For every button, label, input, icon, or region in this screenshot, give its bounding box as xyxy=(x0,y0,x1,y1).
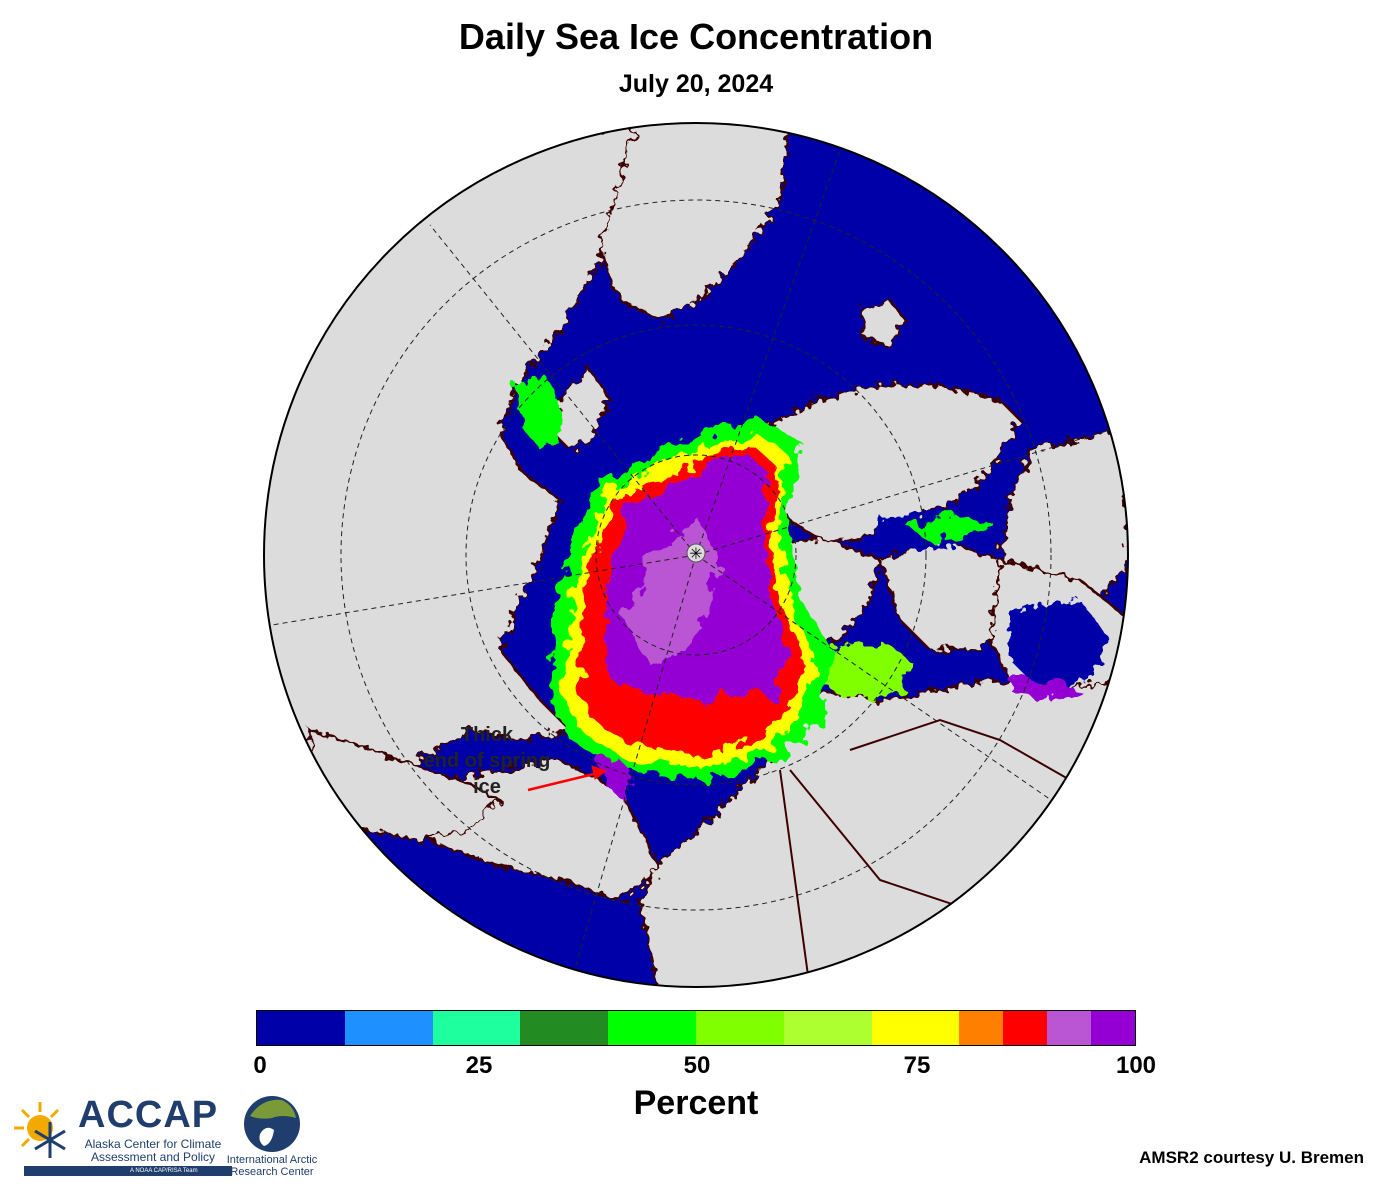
colorbar-tick: 75 xyxy=(903,1052,931,1079)
accap-bar xyxy=(24,1166,232,1176)
colorbar-bin xyxy=(520,1011,609,1045)
colorbar-bin xyxy=(344,1011,433,1045)
colorbar-bin xyxy=(432,1011,521,1045)
accap-logo: ACCAP Alaska Center for Climate Assessme… xyxy=(10,1094,232,1178)
colorbar-bin xyxy=(1091,1011,1135,1045)
annotation-line: end of spring xyxy=(423,750,551,772)
iarc-logo: International Arctic Research Center xyxy=(222,1094,318,1182)
colorbar-tick: 100 xyxy=(1115,1052,1157,1079)
colorbar-bin xyxy=(871,1011,960,1045)
iarc-name: International Arctic Research Center xyxy=(226,1154,318,1178)
map-frame xyxy=(263,122,1129,988)
sun-snowflake-icon xyxy=(14,1102,66,1158)
accap-name: ACCAP xyxy=(78,1094,219,1136)
land-scandinavia xyxy=(598,123,792,322)
colorbar-tick: 0 xyxy=(253,1052,267,1079)
colorbar-tick: 50 xyxy=(683,1052,711,1079)
accap-subtitle: Alaska Center for Climate Assessment and… xyxy=(84,1137,222,1164)
map-date: July 20, 2024 xyxy=(618,70,774,98)
pole-marker-icon: ✳ xyxy=(689,544,702,563)
colorbar-tick: 25 xyxy=(465,1052,493,1079)
colorbar-bin xyxy=(1047,1011,1092,1045)
ice-hudson xyxy=(1010,680,1080,700)
data-credit: AMSR2 courtesy U. Bremen xyxy=(1139,1148,1364,1167)
graticule xyxy=(271,149,1111,986)
sea-ice-extent xyxy=(515,375,1080,800)
polar-map: ✳ xyxy=(263,122,1129,988)
annotation-line: ice xyxy=(473,776,501,798)
annotation-line: Thick xyxy=(460,724,514,746)
accap-team: A NOAA CAP/RISA Team xyxy=(130,1168,198,1174)
land-greenland xyxy=(758,383,1022,542)
colorbar-label: Percent xyxy=(633,1084,759,1122)
globe-icon xyxy=(244,1096,300,1152)
ice-canada-arch xyxy=(830,640,910,700)
map-title: Daily Sea Ice Concentration xyxy=(458,16,934,57)
colorbar-bin xyxy=(1003,1011,1048,1045)
colorbar-bin xyxy=(608,1011,696,1045)
ice-kara xyxy=(515,375,560,450)
annotation-arrow xyxy=(527,765,608,792)
colorbar-bin xyxy=(959,1011,1004,1045)
annotation-text: Thick end of spring ice xyxy=(392,722,582,800)
colorbar-bin xyxy=(257,1011,345,1045)
land-svalbard xyxy=(858,298,907,347)
colorbar-bin xyxy=(783,1011,872,1045)
ice-baffin xyxy=(905,515,990,540)
colorbar xyxy=(256,1010,1136,1046)
colorbar-bin xyxy=(695,1011,784,1045)
pole-hole xyxy=(686,543,706,563)
